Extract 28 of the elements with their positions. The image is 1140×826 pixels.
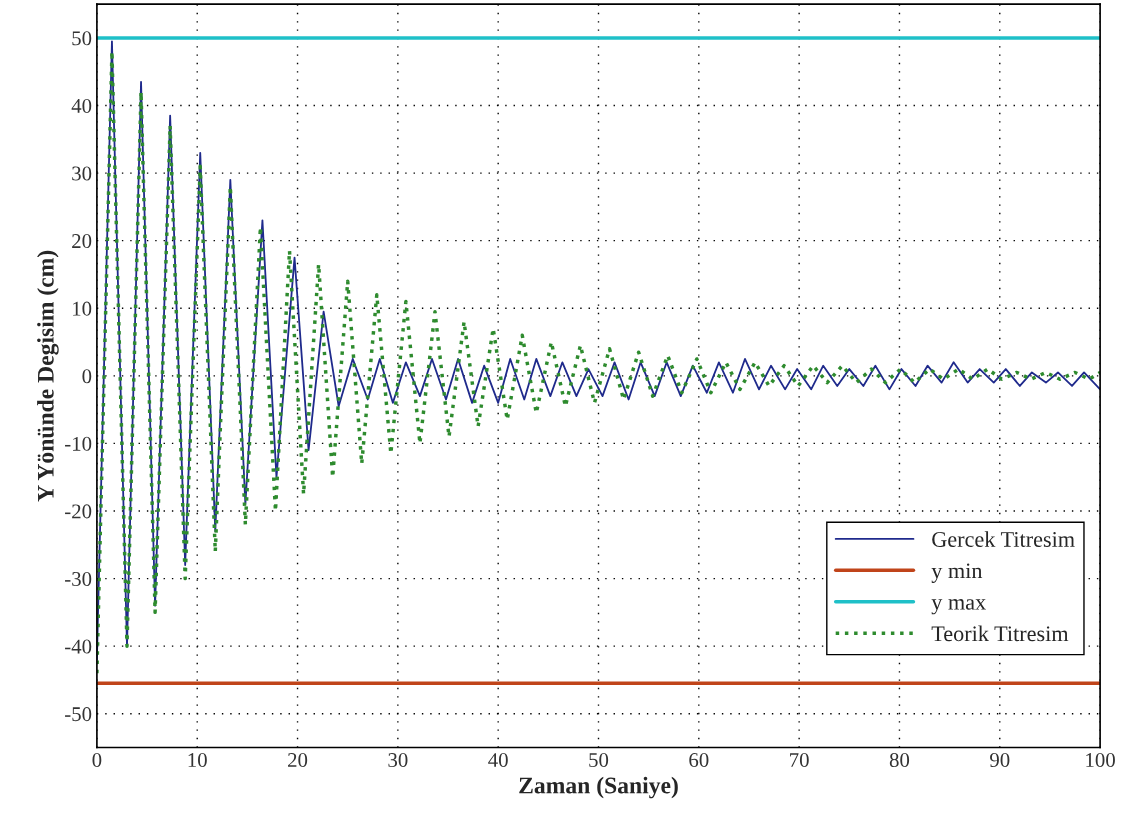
legend-label: y min — [931, 563, 983, 583]
x-tick-label: 40 — [488, 752, 508, 768]
y-tick-label: 30 — [72, 166, 92, 181]
legend-label: Gercek Titresim — [932, 531, 1075, 547]
y-tick-label: 10 — [73, 301, 92, 316]
y-tick-label: -10 — [65, 436, 92, 451]
y-tick-label: -30 — [65, 571, 92, 587]
y-tick-label: 50 — [72, 31, 92, 46]
x-axis-title: Zaman (Saniye) — [519, 776, 678, 799]
y-tick-label: 40 — [71, 98, 92, 113]
y-tick-label: -50 — [65, 707, 92, 722]
y-tick-label: -40 — [65, 639, 92, 654]
x-tick-label: 90 — [990, 752, 1010, 768]
y-tick-label: 0 — [82, 369, 92, 384]
y-tick-label: 20 — [72, 234, 92, 249]
legend-label: Teorik Titresim — [931, 625, 1069, 642]
x-tick-label: 100 — [1086, 752, 1115, 768]
x-tick-label: 30 — [388, 752, 408, 768]
x-tick-label: 60 — [689, 752, 709, 768]
legend-label: y max — [931, 599, 986, 615]
x-tick-label: 0 — [92, 752, 102, 768]
y-axis-title: Y Yönünde Degisim (cm) — [37, 250, 59, 502]
x-tick-label: 20 — [288, 752, 308, 768]
x-tick-label: 50 — [589, 752, 609, 768]
y-tick-label: -20 — [65, 504, 92, 519]
x-tick-label: 10 — [188, 752, 207, 768]
x-tick-label: 70 — [790, 752, 809, 768]
x-tick-label: 80 — [889, 752, 910, 768]
